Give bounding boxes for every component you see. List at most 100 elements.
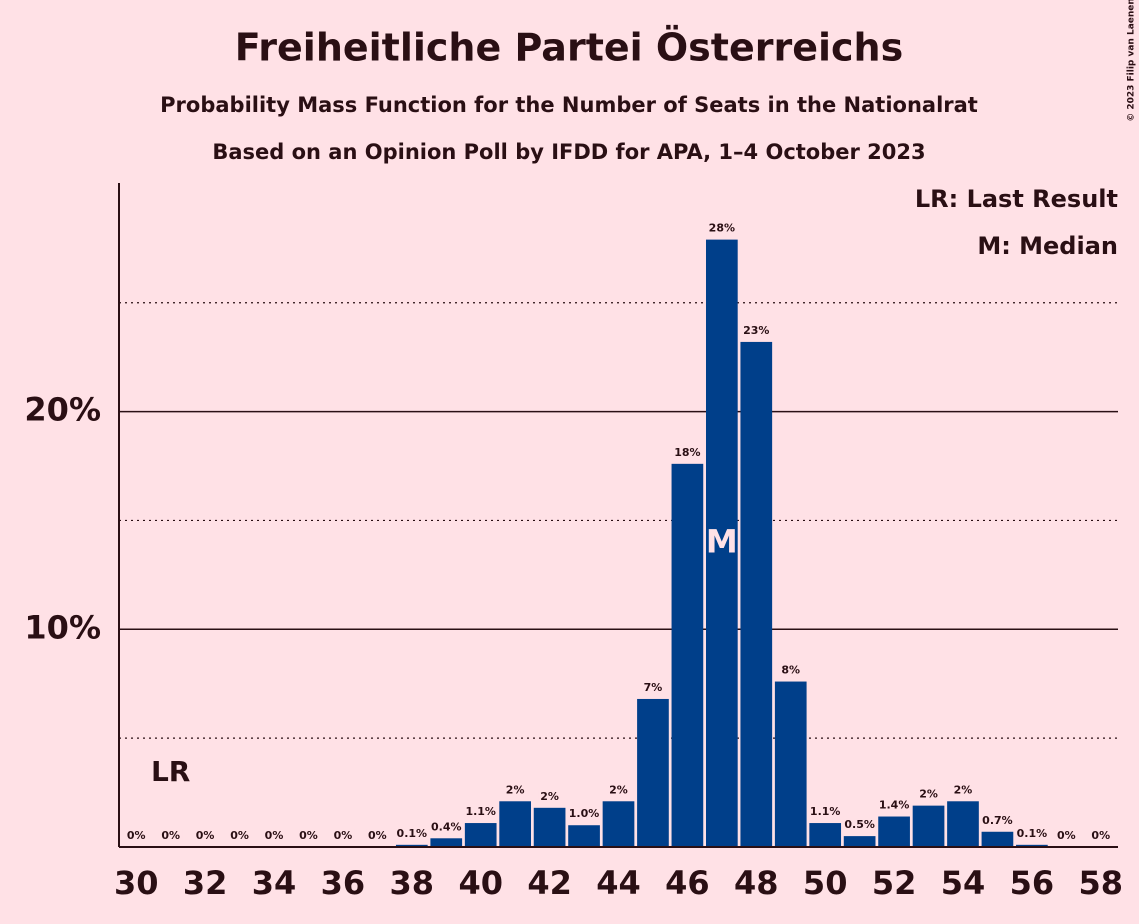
x-tick-label: 38: [390, 864, 435, 902]
x-tick-label: 30: [114, 864, 159, 902]
bar: [568, 825, 600, 847]
value-label-bg: [124, 829, 148, 842]
value-label: 0%: [334, 829, 353, 842]
bar: [774, 681, 807, 847]
bar: [395, 844, 428, 847]
value-label: 2%: [506, 783, 525, 796]
x-tick-label: 56: [1010, 864, 1055, 902]
value-label-bg: [331, 829, 355, 842]
bar: [1016, 844, 1048, 847]
bar: [533, 807, 566, 847]
chart-subtitle: Probability Mass Function for the Number…: [160, 93, 978, 117]
value-label: 23%: [743, 324, 769, 337]
bar: [740, 341, 773, 847]
median-label: M: [706, 522, 738, 560]
value-label-bg: [672, 445, 703, 459]
value-label: 1.4%: [879, 799, 910, 812]
chart-subtitle: Based on an Opinion Poll by IFDD for APA…: [212, 140, 925, 164]
bar: [809, 823, 842, 847]
value-label-bg: [394, 826, 430, 840]
value-label-bg: [297, 829, 320, 842]
chart-title: Freiheitliche Partei Österreichs: [235, 26, 903, 70]
bar: [464, 823, 497, 847]
value-label-bg: [980, 813, 1015, 827]
bar: [981, 831, 1014, 847]
value-label-bg: [917, 787, 940, 801]
value-label: 1.0%: [569, 807, 600, 820]
value-label-bg: [503, 783, 527, 797]
value-label: 0%: [368, 829, 387, 842]
value-label: 8%: [781, 664, 800, 677]
value-label: 0%: [196, 829, 215, 842]
x-tick-label: 58: [1079, 864, 1124, 902]
bar: [430, 838, 463, 847]
value-label: 28%: [709, 222, 735, 235]
y-tick-label: 10%: [24, 608, 101, 646]
value-label-bg: [262, 829, 286, 842]
x-tick-label: 50: [803, 864, 848, 902]
value-label-bg: [1054, 829, 1078, 842]
x-tick-label: 34: [252, 864, 297, 902]
x-tick-label: 44: [596, 864, 641, 902]
value-label-bg: [842, 818, 877, 832]
x-tick-label: 32: [183, 864, 228, 902]
value-label-bg: [876, 798, 912, 812]
value-label-bg: [159, 829, 183, 842]
value-label: 1.1%: [465, 805, 496, 818]
value-label: 0%: [299, 829, 318, 842]
value-label: 18%: [674, 446, 700, 459]
legend-entry: M: Median: [977, 232, 1118, 260]
copyright: © 2023 Filip van Laenen: [1127, 0, 1137, 122]
bar: [912, 805, 945, 847]
value-label-bg: [366, 829, 389, 842]
x-tick-label: 54: [941, 864, 986, 902]
x-tick-label: 46: [665, 864, 710, 902]
value-label: 2%: [609, 783, 628, 796]
bar: [637, 698, 669, 847]
value-label-bg: [807, 805, 843, 819]
bar: [499, 801, 532, 847]
value-label-bg: [706, 221, 738, 235]
value-label: 2%: [954, 783, 973, 796]
value-label: 0.4%: [431, 820, 462, 833]
value-label: 0%: [161, 829, 180, 842]
bar: [671, 463, 704, 847]
value-label: 0.5%: [844, 818, 875, 831]
y-tick-label: 20%: [24, 391, 101, 429]
value-label-bg: [951, 783, 975, 797]
value-label-bg: [538, 789, 561, 803]
value-label-bg: [566, 807, 602, 821]
value-label: 0%: [265, 829, 284, 842]
value-label: 0%: [1057, 829, 1076, 842]
value-label: 1.1%: [810, 805, 841, 818]
value-label: 0%: [230, 829, 249, 842]
value-label-bg: [1014, 826, 1050, 840]
value-label: 0%: [1091, 829, 1110, 842]
value-label: 0.1%: [397, 827, 428, 840]
value-label-bg: [607, 783, 630, 797]
x-tick-label: 42: [527, 864, 572, 902]
value-label-bg: [741, 323, 772, 337]
x-tick-label: 52: [872, 864, 917, 902]
x-tick-label: 36: [321, 864, 366, 902]
last-result-label: LR: [151, 755, 190, 788]
bar: [878, 816, 910, 847]
bar: [843, 836, 876, 847]
value-label-bg: [463, 805, 498, 819]
value-label-bg: [779, 663, 803, 677]
value-label: 0.7%: [982, 814, 1013, 827]
value-label-bg: [1089, 829, 1113, 842]
value-label: 7%: [644, 681, 663, 694]
x-tick-label: 48: [734, 864, 779, 902]
bar: [947, 801, 979, 847]
value-label-bg: [641, 680, 665, 694]
value-label-bg: [193, 829, 217, 842]
value-label: 0%: [127, 829, 146, 842]
value-label: 2%: [919, 788, 938, 801]
value-label-bg: [228, 829, 251, 842]
value-label: 0.1%: [1017, 827, 1048, 840]
value-label: 2%: [540, 790, 559, 803]
bar: [602, 801, 635, 847]
